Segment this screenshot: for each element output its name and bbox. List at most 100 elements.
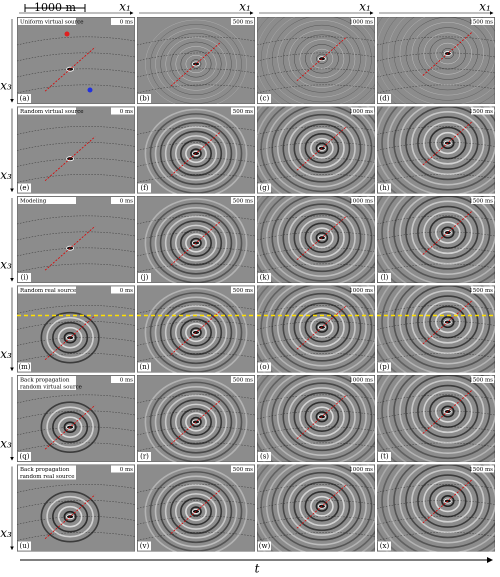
wavefront <box>63 421 77 434</box>
wavefront <box>185 54 207 73</box>
layer-boundary <box>17 263 135 273</box>
layer-boundary <box>17 126 135 135</box>
wavefront <box>293 123 351 174</box>
wavefront <box>276 467 367 546</box>
panel-label-box <box>18 273 31 282</box>
wavefront <box>299 307 345 348</box>
panel-background <box>137 285 255 373</box>
wavefront <box>381 106 495 194</box>
wavefront <box>282 203 362 273</box>
time-label-box <box>351 286 374 294</box>
layer-boundary <box>257 215 375 225</box>
wavefront <box>411 290 485 355</box>
wavefront <box>393 464 495 549</box>
layer-boundary <box>377 84 495 94</box>
layer-boundary <box>257 68 375 78</box>
wavefront <box>381 17 495 104</box>
wavefront <box>265 196 375 283</box>
time-label: 0 ms <box>120 19 133 25</box>
layer-boundary <box>137 353 255 362</box>
wavefront <box>180 228 212 257</box>
layer-boundary <box>17 215 135 225</box>
panel-label-box <box>378 541 391 551</box>
row-title-box <box>18 197 76 204</box>
time-label-box <box>111 286 134 294</box>
layer-boundary <box>257 426 375 436</box>
receiver-line <box>422 478 474 524</box>
wavefront <box>405 196 491 270</box>
wavefront <box>294 34 350 83</box>
receiver-line <box>296 394 348 440</box>
panel-label-box <box>378 452 391 461</box>
receiver-line <box>170 41 222 87</box>
wavefront <box>159 390 233 454</box>
panel <box>377 17 495 104</box>
time-label-box <box>471 197 494 204</box>
wavefront <box>310 227 334 249</box>
panel-background <box>137 196 255 283</box>
wavefront <box>155 28 237 100</box>
time-label-box <box>351 465 374 473</box>
wavefront <box>387 196 495 283</box>
wavefront <box>417 295 479 349</box>
wavefront <box>411 22 484 85</box>
panel-label: (c) <box>260 95 270 103</box>
layer-boundary <box>377 215 495 225</box>
panel <box>257 17 375 104</box>
wavefront <box>276 288 367 367</box>
layer-boundary <box>377 484 495 493</box>
layer-boundary <box>257 231 375 241</box>
scale-bar-label: 1000 m <box>34 1 76 14</box>
panel-background <box>137 17 255 104</box>
row-title-box <box>18 376 76 390</box>
wavefront <box>299 486 345 527</box>
wavefront <box>145 19 247 104</box>
row-title: Back propagation <box>20 467 70 473</box>
wavefront <box>393 106 495 191</box>
panel-background <box>137 106 255 194</box>
wavefront <box>417 474 479 528</box>
layer-boundary <box>257 247 375 257</box>
wavefront <box>63 331 77 344</box>
wavefront <box>411 111 485 176</box>
layer-boundary <box>377 532 495 541</box>
wavefront <box>405 464 491 539</box>
wavefront <box>423 121 473 165</box>
layer-boundary <box>137 84 255 94</box>
wavefront <box>304 312 340 343</box>
panel-label: (n) <box>140 363 150 371</box>
layer-boundary <box>137 36 255 46</box>
receiver-line <box>170 399 222 445</box>
wavefront <box>399 106 495 186</box>
layer-boundary <box>137 263 255 273</box>
panel-label-box <box>18 362 31 372</box>
layer-boundary <box>137 126 255 135</box>
wavefront <box>435 131 461 155</box>
row-title: Random virtual source <box>20 109 84 115</box>
panel-background <box>137 464 255 552</box>
wavefront <box>310 316 334 338</box>
layer-boundary <box>17 410 135 420</box>
wavefront <box>144 377 248 462</box>
wavefront <box>310 495 334 517</box>
wavefront <box>175 46 217 82</box>
time-label: 1000 ms <box>349 19 373 25</box>
wavefront <box>185 322 207 343</box>
wavefront <box>282 113 362 183</box>
wavefront <box>304 401 340 432</box>
wavefront <box>164 305 228 360</box>
wavefront <box>405 106 491 181</box>
panel-label-box <box>138 273 151 282</box>
time-label-box <box>351 376 374 383</box>
panel <box>377 464 495 552</box>
time-label-box <box>471 107 494 115</box>
panel-label: (k) <box>260 274 270 282</box>
time-label-box <box>231 376 254 383</box>
wavefront <box>144 198 248 283</box>
wavefront <box>283 24 361 93</box>
layer-boundary <box>137 68 255 78</box>
wavefront <box>159 121 233 186</box>
layer-boundary <box>377 247 495 257</box>
receiver-line <box>170 489 222 534</box>
wavefront <box>57 505 83 528</box>
